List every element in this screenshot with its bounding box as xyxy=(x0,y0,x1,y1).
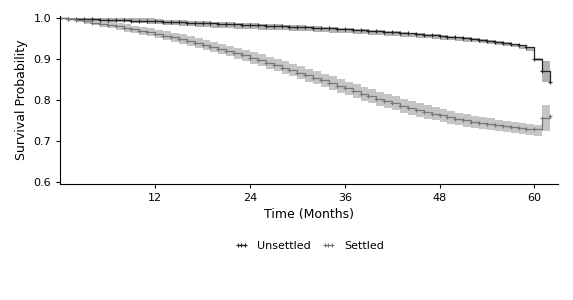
Settled xyxy=(539,116,545,119)
Settled xyxy=(207,45,214,49)
Line: Unsettled: Unsettled xyxy=(58,16,552,83)
Line: Settled: Settled xyxy=(58,16,552,131)
X-axis label: Time (Months): Time (Months) xyxy=(264,208,354,221)
Unsettled xyxy=(302,26,309,29)
Unsettled xyxy=(57,16,64,20)
Unsettled xyxy=(207,22,214,25)
Settled xyxy=(397,104,403,107)
Settled xyxy=(191,41,198,44)
Settled xyxy=(302,74,309,77)
Unsettled xyxy=(286,25,293,28)
Settled xyxy=(531,128,537,131)
Unsettled xyxy=(191,21,198,25)
Settled xyxy=(547,114,554,117)
Unsettled xyxy=(539,70,545,73)
Settled xyxy=(57,16,64,20)
Settled xyxy=(286,68,293,72)
Legend: Unsettled, Settled: Unsettled, Settled xyxy=(230,236,388,255)
Y-axis label: Survival Probability: Survival Probability xyxy=(15,40,28,160)
Unsettled xyxy=(397,31,403,35)
Unsettled xyxy=(547,80,554,83)
